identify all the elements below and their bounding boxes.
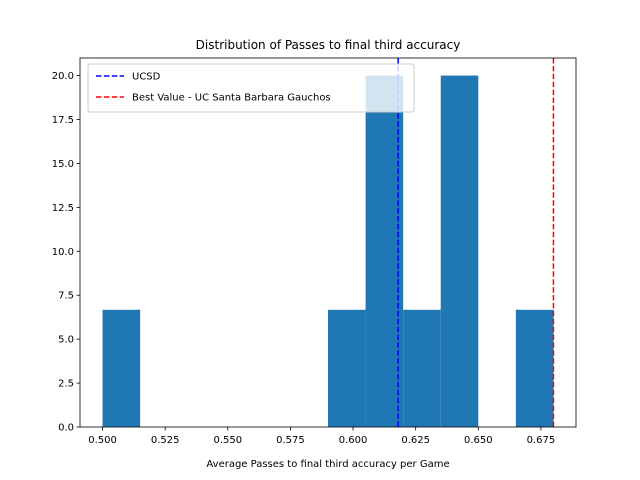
x-tick-label: 0.625 — [401, 435, 430, 446]
plot-area-frame — [79, 57, 577, 428]
histogram-bar-11 — [515, 309, 554, 427]
legend-label-0: UCSD — [132, 72, 161, 83]
bars-group — [102, 75, 554, 428]
x-axis-ticks: 0.500 0.525 0.550 0.575 0.600 0.625 0.650 0.675 — [88, 427, 555, 446]
legend: UCSD Best Value - UC Santa Barbara Gaucho… — [87, 63, 415, 113]
reference-lines-group — [397, 58, 555, 427]
histogram-bar-0 — [102, 309, 141, 427]
x-tick-label: 0.550 — [213, 435, 242, 446]
x-tick-label: 0.500 — [88, 435, 117, 446]
y-tick-label: 10.0 — [52, 247, 74, 258]
y-tick-label: 5.0 — [58, 335, 74, 346]
histogram-bar-8 — [403, 309, 441, 427]
chart-title: Distribution of Passes to final third ac… — [196, 38, 461, 52]
x-tick-label: 0.575 — [276, 435, 305, 446]
legend-label-1: Best Value - UC Santa Barbara Gauchos — [132, 93, 331, 104]
x-tick-label: 0.600 — [339, 435, 368, 446]
histogram-bar-7 — [365, 75, 404, 428]
y-tick-label: 7.5 — [58, 291, 74, 302]
x-tick-label: 0.525 — [151, 435, 180, 446]
y-axis-ticks: 0.0 2.5 5.0 7.5 10.0 12.5 15.0 17.5 20.0 — [52, 71, 80, 434]
y-tick-label: 12.5 — [52, 203, 74, 214]
y-tick-label: 2.5 — [58, 379, 74, 390]
y-tick-label: 15.0 — [52, 159, 74, 170]
x-axis-label: Average Passes to final third accuracy p… — [206, 459, 449, 470]
legend-box — [87, 63, 415, 113]
histogram-bar-6 — [328, 309, 366, 427]
histogram-bar-9 — [440, 75, 479, 428]
y-tick-label: 20.0 — [52, 71, 74, 82]
y-tick-label: 0.0 — [58, 423, 74, 434]
y-tick-label: 17.5 — [52, 115, 74, 126]
x-tick-label: 0.675 — [527, 435, 556, 446]
x-tick-label: 0.650 — [464, 435, 493, 446]
